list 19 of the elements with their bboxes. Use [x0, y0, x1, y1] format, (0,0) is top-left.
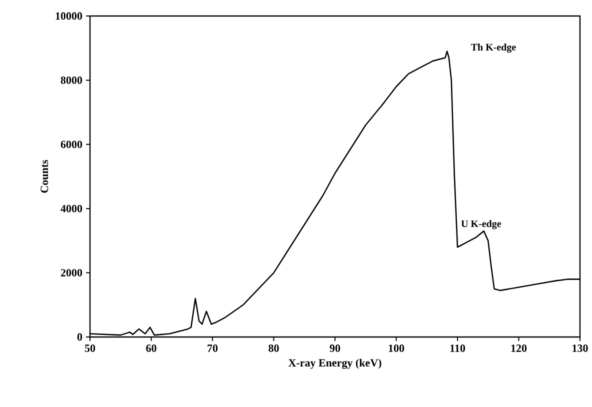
annotation: Th K-edge	[470, 44, 516, 53]
annotation: U K-edge	[461, 220, 502, 230]
x-tick-label: 110	[450, 344, 466, 352]
x-tick-label: 80	[268, 344, 279, 352]
x-tick-label: 120	[511, 344, 527, 352]
y-axis-title: Counts	[40, 160, 48, 193]
x-tick-label: 50	[84, 344, 96, 352]
y-tick-label: 4000	[60, 204, 82, 212]
x-tick-label: 60	[146, 344, 156, 352]
y-tick-label: 8000	[60, 76, 82, 84]
x-tick-label: 100	[388, 344, 404, 352]
y-tick-label: 0	[77, 333, 82, 341]
y-tick-label: 6000	[60, 140, 82, 148]
y-tick-label: 10000	[56, 12, 82, 20]
x-tick-label: 70	[208, 344, 218, 352]
x-tick-label: 90	[330, 344, 340, 352]
y-tick-label: 2000	[60, 269, 82, 277]
x-tick-label: 130	[572, 344, 588, 352]
x-axis-title: X-ray Energy (keV)	[288, 358, 382, 369]
